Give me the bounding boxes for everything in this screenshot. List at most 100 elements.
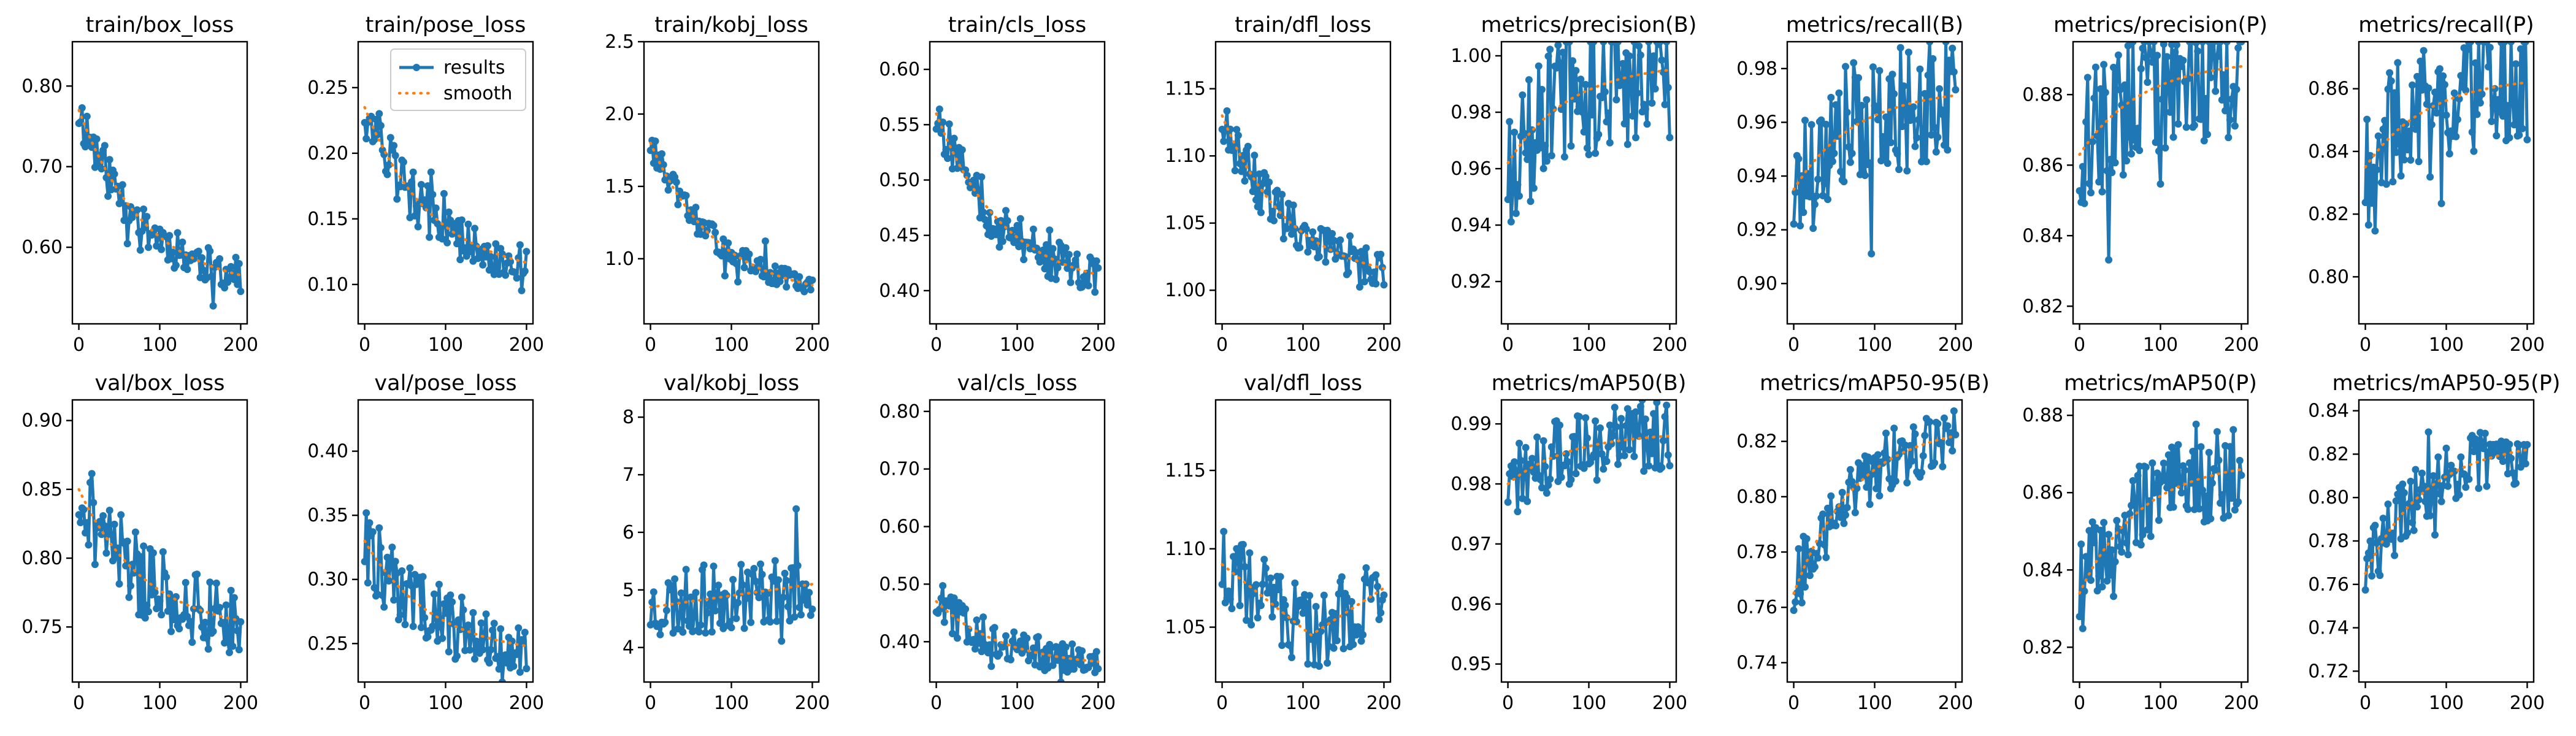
results-point xyxy=(2394,490,2402,498)
results-point xyxy=(1524,497,1531,505)
results-point xyxy=(710,221,718,229)
y-tick-label: 0.98 xyxy=(1451,102,1492,123)
results-point xyxy=(1516,439,1523,447)
results-point xyxy=(1359,631,1367,638)
results-point xyxy=(1633,89,1641,97)
results-point xyxy=(390,142,398,150)
results-point xyxy=(1869,63,1877,71)
results-point xyxy=(1842,63,1849,71)
results-point xyxy=(2226,443,2234,451)
results-point xyxy=(695,628,703,636)
results-point xyxy=(1582,414,1590,422)
results-point xyxy=(2149,58,2156,66)
results-point xyxy=(721,272,729,280)
results-point xyxy=(214,261,222,269)
results-point xyxy=(651,137,659,145)
results-point xyxy=(1820,541,1828,549)
results-point xyxy=(1370,268,1378,276)
results-point xyxy=(763,589,771,597)
results-point xyxy=(414,223,422,231)
results-point xyxy=(2455,491,2463,499)
results-point xyxy=(2431,88,2439,96)
plot-area xyxy=(1790,42,1960,258)
x-tick-label: 200 xyxy=(223,692,258,714)
results-point xyxy=(1575,103,1583,110)
plot-area xyxy=(2076,42,2245,264)
results-point xyxy=(221,284,229,292)
results-point xyxy=(1843,504,1851,512)
results-point xyxy=(409,623,417,631)
smooth-line xyxy=(363,105,528,264)
results-point xyxy=(2499,458,2507,466)
y-tick-label: 0.80 xyxy=(2308,487,2349,508)
results-point xyxy=(1873,485,1880,493)
results-point xyxy=(149,549,157,557)
results-point xyxy=(1249,188,1257,196)
results-point xyxy=(1054,264,1062,272)
results-point xyxy=(664,186,672,194)
results-point xyxy=(2119,171,2127,179)
panel-title: metrics/mAP50-95(P) xyxy=(2333,371,2561,396)
results-point xyxy=(2177,489,2185,497)
results-point xyxy=(471,655,478,663)
results-point xyxy=(1039,246,1047,254)
results-point xyxy=(991,624,999,632)
results-point xyxy=(1533,433,1541,441)
results-point xyxy=(131,528,139,536)
chart-panel: metrics/precision(B) 0 100 200 0.92 0.94 0.96 0… xyxy=(1451,13,1696,356)
y-tick-label: 0.97 xyxy=(1451,534,1492,555)
x-tick-label: 200 xyxy=(1081,692,1116,714)
y-tick-label: 0.50 xyxy=(879,573,920,595)
results-point xyxy=(1939,462,1947,470)
results-point xyxy=(1544,481,1552,489)
panel-title: metrics/precision(B) xyxy=(1481,13,1697,37)
y-tick-label: 0.90 xyxy=(1736,273,1777,294)
results-point xyxy=(2128,150,2135,158)
plot-area xyxy=(1504,42,1674,226)
results-point xyxy=(398,567,406,575)
results-point xyxy=(513,274,521,282)
results-point xyxy=(1861,172,1869,179)
results-point xyxy=(396,611,404,619)
legend-results-label: results xyxy=(443,57,505,79)
smooth-line xyxy=(77,488,242,623)
results-point xyxy=(1375,616,1383,623)
x-tick-label: 100 xyxy=(1000,334,1035,356)
plot-area xyxy=(2076,420,2245,632)
results-point xyxy=(1322,258,1330,266)
results-point xyxy=(1514,508,1522,516)
results-point xyxy=(2231,122,2239,130)
y-tick-label: 0.90 xyxy=(21,410,63,432)
results-point xyxy=(2145,497,2153,505)
y-tick-label: 1.15 xyxy=(1165,79,1206,100)
panel-title: train/pose_loss xyxy=(366,13,526,37)
results-point xyxy=(516,668,524,676)
results-point xyxy=(932,125,940,133)
results-point xyxy=(1640,467,1648,475)
results-point xyxy=(2394,59,2402,67)
x-tick-label: 100 xyxy=(2429,334,2464,356)
results-point xyxy=(984,649,992,657)
results-point xyxy=(1312,603,1320,610)
results-point xyxy=(1016,215,1024,223)
results-point xyxy=(953,634,961,642)
results-point xyxy=(1658,56,1666,64)
results-point xyxy=(687,593,695,601)
results-point xyxy=(1635,42,1643,50)
results-point xyxy=(944,155,951,163)
results-point xyxy=(209,627,217,635)
results-point xyxy=(1934,420,1942,427)
results-point xyxy=(987,662,995,670)
results-point xyxy=(707,590,715,598)
results-point xyxy=(791,613,799,621)
results-point xyxy=(2101,88,2109,96)
results-point xyxy=(1936,85,1944,93)
results-point xyxy=(2129,42,2137,45)
results-point xyxy=(1850,59,1858,67)
results-point xyxy=(1084,282,1092,289)
results-point xyxy=(1504,498,1512,506)
results-point xyxy=(1349,640,1357,648)
results-point xyxy=(2509,469,2517,477)
results-point xyxy=(1874,116,1882,123)
